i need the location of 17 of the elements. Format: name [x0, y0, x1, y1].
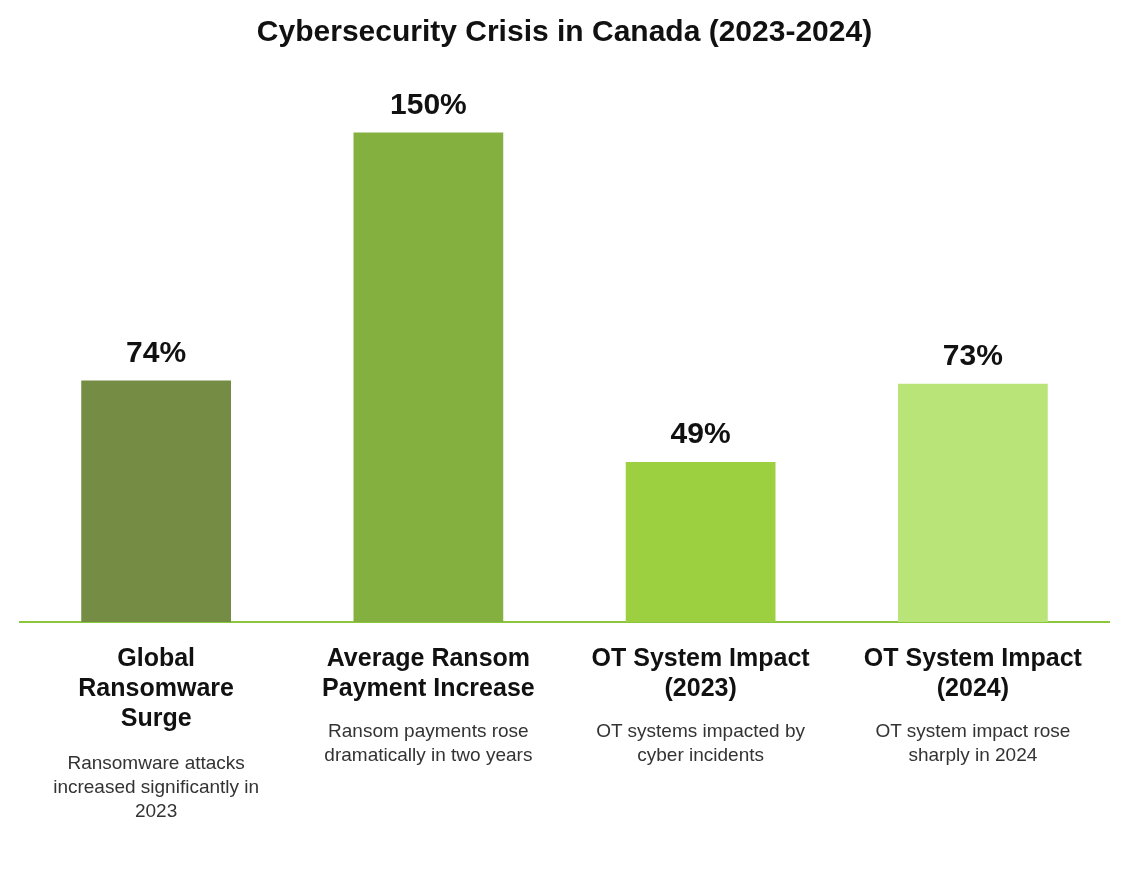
x-tick-label: OT System Impact (2024) — [863, 642, 1083, 701]
text: Ransomware attacks increased significantly in 2023 — [53, 751, 260, 821]
bar — [898, 383, 1048, 622]
bar — [353, 132, 504, 622]
data-label: 49% — [670, 416, 731, 450]
chart-title: Cybersecurity Crisis in Canada (2023-2024) — [255, 14, 874, 48]
x-tick-label: OT System Impact (2023) — [591, 642, 811, 701]
text: OT systems impacted by cyber incidents — [596, 719, 806, 765]
bar — [625, 462, 776, 622]
text: OT system impact rose sharply in 2024 — [875, 719, 1071, 765]
x-tick-label: Average Ransom Payment Increase — [322, 642, 535, 701]
bar — [81, 380, 231, 622]
data-label: 150% — [390, 86, 467, 120]
data-label: 73% — [942, 338, 1003, 372]
text: Ransom payments rose dramatically in two years — [324, 719, 533, 765]
x-tick-label: Global Ransomware Surge — [78, 642, 235, 731]
data-label: 74% — [126, 334, 187, 368]
